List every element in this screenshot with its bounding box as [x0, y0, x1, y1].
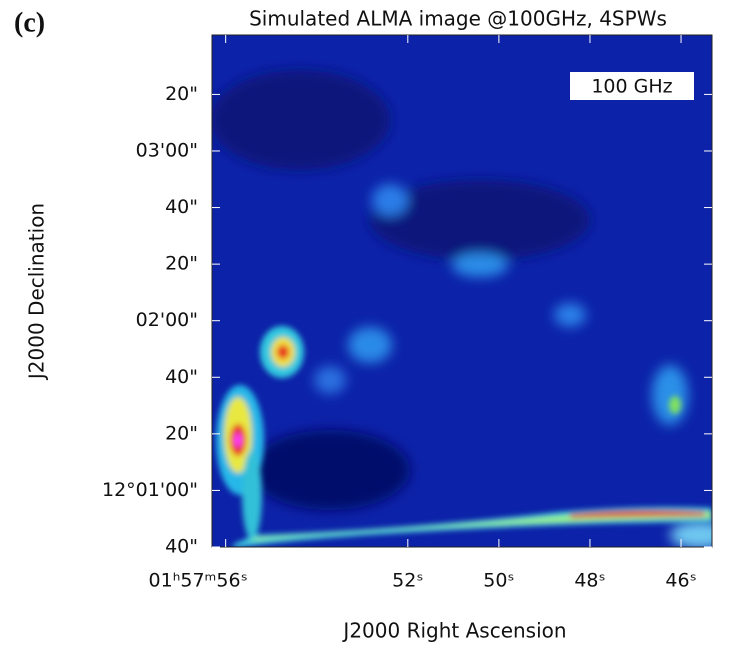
- x-tick-label: 48ˢ: [574, 570, 605, 592]
- annotation: 100 GHz: [591, 76, 672, 98]
- y-tick-label: 20": [165, 253, 198, 275]
- y-axis-label: J2000 Declination: [25, 203, 49, 381]
- y-tick-label: 02'00": [136, 309, 198, 331]
- y-tick-label: 40": [165, 366, 198, 388]
- y-tick-label: 40": [165, 196, 198, 218]
- image-frame: [211, 34, 713, 548]
- y-tick-label: 20": [165, 422, 198, 444]
- x-tick-label: 52ˢ: [392, 570, 423, 592]
- y-tick-label: 40": [165, 536, 198, 558]
- x-tick-label: 01ʰ57ᵐ56ˢ: [149, 570, 248, 592]
- x-tick-label: 50ˢ: [483, 570, 514, 592]
- annotation-box: [570, 72, 694, 100]
- y-tick-label: 20": [165, 83, 198, 105]
- chart-title: Simulated ALMA image @100GHz, 4SPWs: [249, 7, 667, 31]
- x-tick-label: 46ˢ: [665, 570, 696, 592]
- panel-label: (c): [14, 7, 45, 38]
- sky-image: [212, 35, 712, 547]
- y-tick-label: 12°01'00": [102, 479, 198, 501]
- x-axis-label: J2000 Right Ascension: [341, 619, 566, 643]
- y-tick-label: 03'00": [136, 139, 198, 161]
